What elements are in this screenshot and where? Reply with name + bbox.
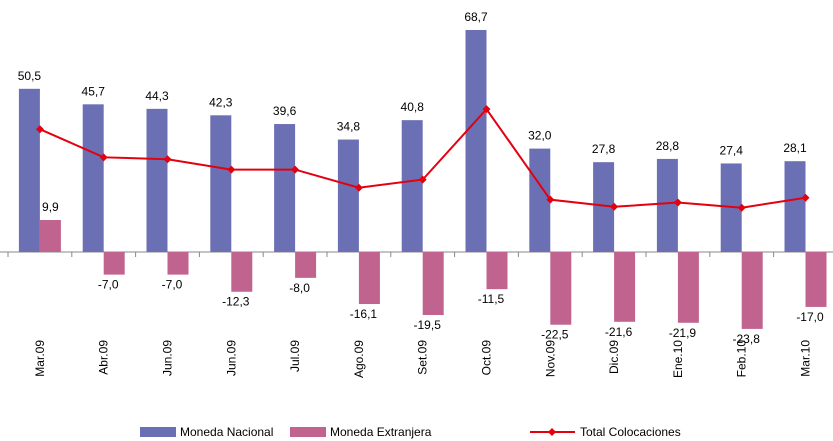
x-tick-label: Dic.09: [607, 340, 621, 374]
x-tick-label: Nov.09: [543, 340, 557, 377]
data-label: -21,6: [605, 325, 633, 339]
data-label: 44,3: [145, 89, 169, 103]
bar: [529, 148, 551, 252]
marker: [673, 198, 682, 207]
marker: [227, 165, 236, 174]
data-label: 39,6: [273, 104, 297, 118]
data-label: 28,8: [656, 139, 680, 153]
x-tick-label: Mar.10: [799, 340, 813, 377]
bar: [656, 158, 678, 252]
data-label: -23,8: [733, 332, 761, 346]
marker: [35, 125, 44, 134]
data-label: 9,9: [42, 200, 59, 214]
bar: [422, 252, 444, 316]
marker: [801, 193, 810, 202]
x-tick-label: Jul.09: [288, 340, 302, 372]
bar: [337, 139, 359, 252]
data-label: -7,0: [98, 278, 119, 292]
data-label: 42,3: [209, 95, 233, 109]
bar: [18, 88, 40, 252]
bar: [805, 252, 827, 307]
x-tick-label: Abr.09: [97, 340, 111, 375]
bar: [146, 108, 168, 252]
x-tick-label: Feb.10: [735, 340, 749, 378]
data-label: 27,4: [720, 143, 744, 157]
bar: [103, 252, 125, 275]
bar: [231, 252, 253, 292]
marker: [546, 195, 555, 204]
legend-marker: [548, 428, 556, 436]
legend-label: Total Colocaciones: [580, 425, 681, 439]
bar: [39, 220, 61, 252]
data-label: 27,8: [592, 142, 616, 156]
bar: [784, 161, 806, 252]
data-label: 34,8: [337, 120, 361, 134]
marker: [354, 183, 363, 192]
data-label: 28,1: [783, 141, 807, 155]
data-label: -12,3: [222, 295, 250, 309]
bar: [465, 30, 487, 252]
bar: [550, 252, 572, 325]
bar: [210, 115, 232, 252]
legend-label: Moneda Nacional: [180, 425, 273, 439]
bar: [677, 252, 699, 323]
bar: [295, 252, 317, 278]
x-tick-label: Oct.09: [480, 340, 494, 376]
bar: [614, 252, 636, 322]
data-label: 45,7: [82, 84, 106, 98]
data-label: -16,1: [350, 307, 378, 321]
marker: [291, 165, 300, 174]
data-label: 68,7: [464, 10, 488, 24]
x-tick-label: Jun.09: [224, 340, 238, 376]
marker: [737, 203, 746, 212]
marker: [163, 155, 172, 164]
data-label: -22,5: [541, 328, 569, 342]
bar: [358, 252, 380, 305]
legend-swatch: [290, 427, 326, 437]
data-label: 40,8: [401, 100, 425, 114]
legend-swatch: [140, 427, 176, 437]
x-tick-label: Jun.09: [161, 340, 175, 376]
bar: [401, 120, 423, 253]
bar: [741, 252, 763, 329]
bar: [167, 252, 189, 275]
data-label: -7,0: [162, 278, 183, 292]
data-label: -8,0: [289, 281, 310, 295]
bar: [593, 162, 615, 252]
x-tick-label: Set.09: [416, 340, 430, 375]
marker: [610, 202, 619, 211]
data-label: -11,5: [478, 292, 505, 306]
x-tick-label: Ene.10: [671, 340, 685, 378]
data-label: 32,0: [528, 129, 552, 143]
x-tick-label: Mar.09: [33, 340, 47, 377]
data-label: -19,5: [414, 318, 442, 332]
bar: [486, 252, 508, 290]
data-label: -21,9: [669, 326, 697, 340]
data-label: -17,0: [796, 310, 824, 324]
marker: [99, 153, 108, 162]
data-label: 50,5: [18, 69, 42, 83]
marker: [482, 105, 491, 114]
marker: [418, 175, 427, 184]
x-tick-label: Ago.09: [352, 340, 366, 378]
bar: [274, 124, 296, 252]
bar: [82, 104, 104, 252]
legend-label: Moneda Extranjera: [330, 425, 432, 439]
